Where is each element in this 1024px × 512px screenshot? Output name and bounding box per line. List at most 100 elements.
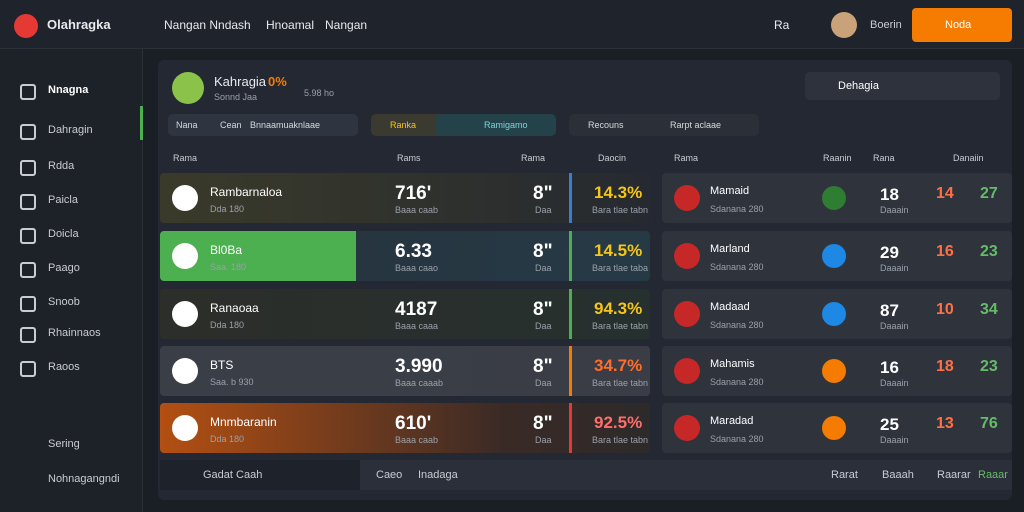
footer-label[interactable]: Gadat Caah (203, 469, 263, 481)
row-value-sub: Baaa caaab (395, 378, 444, 388)
row-value-sub: Daaain (880, 321, 909, 331)
row-badge (822, 302, 846, 326)
row-stat-a: 10 (936, 301, 954, 318)
footer-tabs (360, 460, 1012, 490)
footer-tab[interactable]: Raarar (937, 469, 971, 481)
sidebar-item[interactable]: Dahragin (48, 124, 93, 136)
row-percent: 14.3% (594, 183, 643, 202)
row-value-sub: Daaain (880, 378, 909, 388)
nav-item[interactable]: Nangan Nndash (164, 18, 251, 32)
row-stat-b: 76 (980, 415, 998, 432)
row-accent (569, 173, 572, 223)
row-value: 16 (880, 358, 899, 377)
row-value: 18 (880, 185, 899, 204)
row-count-sub: Daa (535, 263, 552, 273)
row-value: 3.990 (395, 356, 443, 377)
sidebar-icon[interactable] (20, 194, 36, 210)
search-text[interactable]: Dehagia (838, 80, 879, 92)
logo (14, 14, 38, 38)
table-row[interactable] (160, 289, 650, 339)
footer-tab[interactable]: Caeo (376, 469, 403, 481)
row-count: 8" (533, 413, 553, 434)
filter-label[interactable]: Rarpt aclaae (670, 120, 722, 130)
row-name: Rambarnaloa (210, 185, 283, 199)
filter-label[interactable]: Cean (220, 120, 242, 130)
sidebar-icon[interactable] (20, 160, 36, 176)
search-box[interactable] (805, 72, 1000, 100)
filter[interactable] (436, 114, 556, 136)
user-name[interactable]: Boerin (870, 19, 902, 31)
filter-label[interactable]: Ramigamo (484, 120, 528, 130)
row-sub: Sdanana 280 (710, 204, 764, 214)
footer-tab[interactable]: Inadaga (418, 469, 458, 481)
row-icon (674, 415, 700, 441)
row-stat-b: 23 (980, 243, 998, 260)
column-header: Rama (173, 153, 198, 163)
panel-meta: 5.98 ho (304, 88, 335, 98)
row-percent: 34.7% (594, 356, 643, 375)
row-icon (674, 358, 700, 384)
row-value: 610' (395, 413, 432, 434)
filter[interactable] (569, 114, 759, 136)
row-value-sub: Daaain (880, 263, 909, 273)
row-stat-a: 13 (936, 415, 954, 432)
sidebar-icon[interactable] (20, 327, 36, 343)
sidebar-icon[interactable] (20, 262, 36, 278)
row-percent-sub: Bara tlae tabn (592, 378, 649, 388)
row-icon (674, 185, 700, 211)
table-row[interactable] (160, 403, 650, 453)
sidebar-item[interactable]: Paago (48, 262, 80, 274)
nav-item[interactable]: Hnoamal (266, 18, 315, 32)
sidebar-icon[interactable] (20, 84, 36, 100)
filter-label[interactable]: Bnnaamuaknlaae (250, 120, 321, 130)
avatar[interactable] (831, 12, 857, 38)
row-stat-a: 14 (936, 185, 954, 202)
row-stat-a: 18 (936, 358, 954, 375)
sidebar-item[interactable]: Sering (48, 438, 80, 450)
sidebar-icon[interactable] (20, 361, 36, 377)
filter[interactable] (371, 114, 451, 136)
table-row[interactable] (160, 173, 650, 223)
footer-tab[interactable]: Rarat (831, 469, 858, 481)
sidebar (0, 49, 143, 512)
footer-tab[interactable]: Baaah (882, 469, 914, 481)
action-label[interactable]: Noda (945, 19, 972, 31)
row-name: Madaad (710, 301, 750, 313)
row-percent: 14.5% (594, 241, 643, 260)
filter-label[interactable]: Recouns (588, 120, 624, 130)
sidebar-item[interactable]: Doicla (48, 228, 79, 240)
sidebar-item[interactable]: Rdda (48, 160, 75, 172)
sidebar-item[interactable]: Snoob (48, 296, 80, 308)
footer-tab[interactable]: Raaar (978, 469, 1008, 481)
sidebar-icon[interactable] (20, 296, 36, 312)
row-sub: Saa. 180 (210, 262, 247, 272)
team-logo (172, 72, 204, 104)
sidebar-item[interactable]: Paicla (48, 194, 78, 206)
sidebar-item[interactable]: Nohnagangndi (48, 473, 120, 485)
row-name: Mnmbaranin (210, 415, 277, 429)
sidebar-item[interactable]: Raoos (48, 361, 80, 373)
status[interactable]: Ra (774, 18, 790, 32)
nav-item[interactable]: Nangan (325, 18, 368, 32)
table-row[interactable] (160, 231, 650, 281)
row-icon (674, 301, 700, 327)
sidebar-icon[interactable] (20, 124, 36, 140)
sidebar-item[interactable]: Rhainnaos (48, 327, 101, 339)
row-stat-a: 16 (936, 243, 954, 260)
filter[interactable] (168, 114, 358, 136)
table-row[interactable] (160, 346, 650, 396)
sidebar-item[interactable]: Nnagna (48, 84, 89, 96)
row-sub: Dda 180 (210, 204, 245, 214)
filter-label[interactable]: Nana (176, 120, 198, 130)
row-count: 8" (533, 183, 553, 204)
sidebar-icon[interactable] (20, 228, 36, 244)
row-name: Mamaid (710, 185, 750, 197)
row-value: 716' (395, 183, 432, 204)
row-accent (569, 231, 572, 281)
row-percent: 92.5% (594, 413, 643, 432)
filter-label[interactable]: Ranka (390, 120, 417, 130)
row-value-sub: Baaa caab (395, 205, 439, 215)
row-name: Marland (710, 243, 750, 255)
action-button[interactable] (912, 8, 1012, 42)
row-stat-b: 34 (980, 301, 998, 318)
